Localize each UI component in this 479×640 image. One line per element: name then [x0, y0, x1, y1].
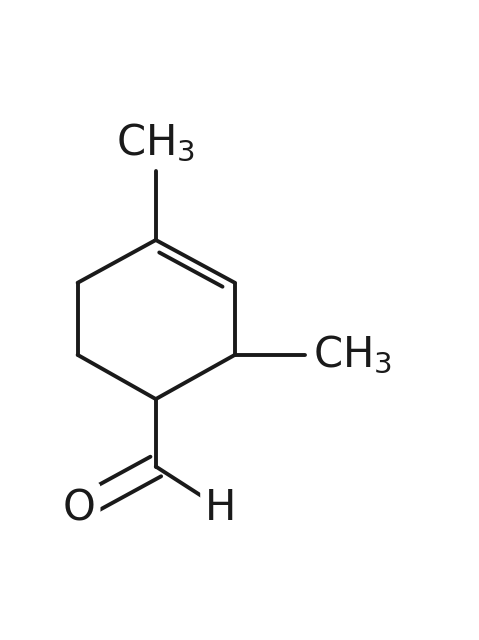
Text: CH$_3$: CH$_3$ — [313, 334, 392, 376]
Text: H: H — [205, 488, 237, 529]
Text: CH$_3$: CH$_3$ — [116, 122, 195, 164]
Text: O: O — [63, 488, 95, 529]
